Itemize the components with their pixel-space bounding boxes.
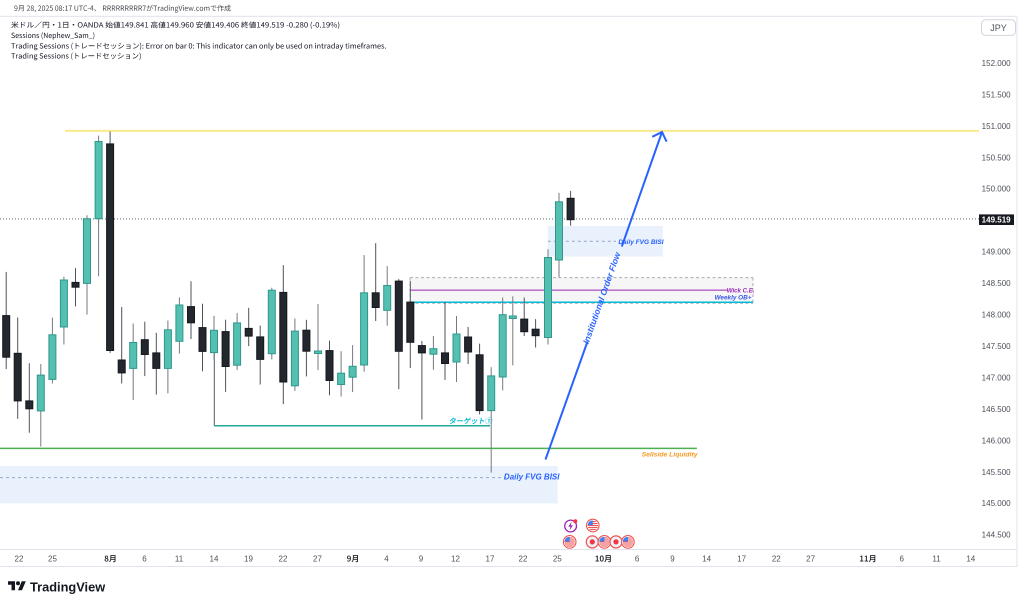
svg-text:147.500: 147.500: [982, 342, 1011, 351]
svg-text:6: 6: [635, 555, 640, 564]
svg-text:145.000: 145.000: [982, 499, 1011, 508]
svg-text:4: 4: [384, 555, 389, 564]
svg-text:14: 14: [210, 555, 219, 564]
svg-text:9: 9: [419, 555, 424, 564]
svg-text:27: 27: [806, 555, 815, 564]
svg-text:11: 11: [932, 555, 941, 564]
svg-text:Daily FVG BISI: Daily FVG BISI: [618, 239, 663, 246]
svg-text:152.000: 152.000: [982, 59, 1011, 68]
svg-text:150.500: 150.500: [982, 153, 1011, 162]
svg-text:145.500: 145.500: [982, 468, 1011, 477]
svg-text:151.500: 151.500: [982, 90, 1011, 99]
svg-text:149.000: 149.000: [982, 248, 1011, 257]
svg-text:22: 22: [772, 555, 781, 564]
svg-text:22: 22: [279, 555, 288, 564]
svg-text:148.500: 148.500: [982, 279, 1011, 288]
svg-text:19: 19: [244, 555, 253, 564]
svg-text:25: 25: [553, 555, 562, 564]
svg-text:14: 14: [966, 555, 975, 564]
svg-text:148.000: 148.000: [982, 311, 1011, 320]
svg-text:6: 6: [899, 555, 904, 564]
svg-text:9: 9: [670, 555, 675, 564]
svg-text:150.000: 150.000: [982, 185, 1011, 194]
svg-text:14: 14: [702, 555, 711, 564]
svg-text:146.500: 146.500: [982, 405, 1011, 414]
svg-text:22: 22: [519, 555, 528, 564]
svg-text:6: 6: [142, 555, 147, 564]
svg-text:11: 11: [175, 555, 184, 564]
svg-text:12: 12: [451, 555, 460, 564]
svg-text:25: 25: [48, 555, 57, 564]
svg-text:TradingView: TradingView: [30, 580, 105, 595]
svg-text:146.000: 146.000: [982, 436, 1011, 445]
svg-text:149.519: 149.519: [982, 216, 1011, 225]
svg-text:JPY: JPY: [990, 23, 1007, 33]
svg-text:147.000: 147.000: [982, 373, 1011, 382]
svg-text:144.500: 144.500: [982, 531, 1011, 540]
svg-text:27: 27: [313, 555, 322, 564]
svg-text:Sellside Liquidity: Sellside Liquidity: [642, 452, 699, 459]
svg-text:151.000: 151.000: [982, 122, 1011, 131]
svg-text:Daily FVG BISI: Daily FVG BISI: [504, 472, 560, 481]
svg-text:22: 22: [15, 555, 24, 564]
svg-text:17: 17: [486, 555, 495, 564]
svg-text:Weekly OB+: Weekly OB+: [714, 295, 751, 302]
svg-text:Wick C.E.: Wick C.E.: [727, 287, 755, 294]
svg-text:17: 17: [737, 555, 746, 564]
